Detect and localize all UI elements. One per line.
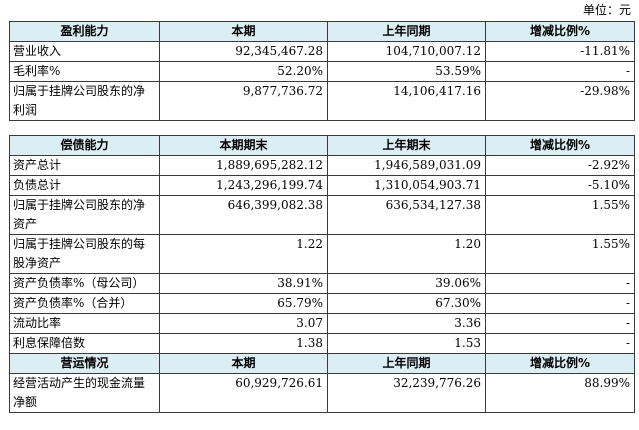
row-label: 资产负债率%（母公司）: [9, 273, 160, 294]
header-cell: 本期期末: [159, 135, 328, 156]
header-cell: 增减比例%: [485, 21, 635, 42]
change-value: -2.92%: [485, 155, 635, 176]
row-label: 归属于挂牌公司股东的净利润: [9, 81, 160, 121]
prior-value: 32,239,776.26: [327, 373, 486, 413]
row-label: 利息保障倍数: [9, 333, 160, 354]
prior-value: 67.30%: [327, 293, 486, 314]
current-value: 38.91%: [159, 273, 328, 294]
header-cell: 营运情况: [9, 353, 160, 374]
prior-value: 1.53: [327, 333, 486, 354]
unit-label: 单位：元: [582, 3, 631, 17]
header-cell: 增减比例%: [485, 353, 635, 374]
change-value: 88.99%: [485, 373, 635, 413]
table-row: 营业收入 92,345,467.28 104,710,007.12 -11.81…: [9, 41, 635, 62]
row-label: 负债总计: [9, 175, 160, 196]
table-row: 资产负债率%（母公司） 38.91% 39.06% -: [9, 273, 635, 294]
table-row: 经营活动产生的现金流量净额 60,929,726.61 32,239,776.2…: [9, 373, 635, 413]
profitability-table: 盈利能力 本期 上年同期 增减比例% 营业收入 92,345,467.28 10…: [9, 21, 635, 121]
current-value: 60,929,726.61: [159, 373, 328, 413]
table-row: 资产负债率%（合并） 65.79% 67.30% -: [9, 293, 635, 314]
current-value: 52.20%: [159, 61, 328, 82]
current-value: 3.07: [159, 313, 328, 334]
table-row: 归属于挂牌公司股东的每股净资产 1.22 1.20 1.55%: [9, 234, 635, 274]
row-label: 毛利率%: [9, 61, 160, 82]
prior-value: 636,534,127.38: [327, 195, 486, 235]
current-value: 9,877,736.72: [159, 81, 328, 121]
table-row: 流动比率 3.07 3.36 -: [9, 313, 635, 334]
row-label: 经营活动产生的现金流量净额: [9, 373, 160, 413]
current-value: 1.38: [159, 333, 328, 354]
table-header-row: 盈利能力 本期 上年同期 增减比例%: [9, 21, 635, 42]
prior-value: 104,710,007.12: [327, 41, 486, 62]
change-value: -5.10%: [485, 175, 635, 196]
table-row: 利息保障倍数 1.38 1.53 -: [9, 333, 635, 354]
change-value: 1.55%: [485, 234, 635, 274]
prior-value: 53.59%: [327, 61, 486, 82]
current-value: 1,889,695,282.12: [159, 155, 328, 176]
change-value: 1.55%: [485, 195, 635, 235]
current-value: 92,345,467.28: [159, 41, 328, 62]
prior-value: 1.20: [327, 234, 486, 274]
table-header-row: 偿债能力 本期期末 上年期末 增减比例%: [9, 135, 635, 156]
prior-value: 1,310,054,903.71: [327, 175, 486, 196]
current-value: 65.79%: [159, 293, 328, 314]
header-cell: 盈利能力: [9, 21, 160, 42]
row-label: 流动比率: [9, 313, 160, 334]
table-row: 毛利率% 52.20% 53.59% -: [9, 61, 635, 82]
prior-value: 1,946,589,031.09: [327, 155, 486, 176]
current-value: 646,399,082.38: [159, 195, 328, 235]
change-value: -: [485, 61, 635, 82]
change-value: -: [485, 313, 635, 334]
change-value: -: [485, 293, 635, 314]
change-value: -: [485, 273, 635, 294]
table-row: 归属于挂牌公司股东的净利润 9,877,736.72 14,106,417.16…: [9, 81, 635, 121]
table-row: 负债总计 1,243,296,199.74 1,310,054,903.71 -…: [9, 175, 635, 196]
change-value: -: [485, 333, 635, 354]
row-label: 资产负债率%（合并）: [9, 293, 160, 314]
operations-header-row: 营运情况 本期 上年同期 增减比例%: [9, 353, 635, 374]
row-label: 营业收入: [9, 41, 160, 62]
current-value: 1.22: [159, 234, 328, 274]
table-row: 资产总计 1,889,695,282.12 1,946,589,031.09 -…: [9, 155, 635, 176]
header-cell: 上年期末: [327, 135, 486, 156]
solvency-table: 偿债能力 本期期末 上年期末 增减比例% 资产总计 1,889,695,282.…: [9, 135, 635, 413]
header-cell: 本期: [159, 353, 328, 374]
change-value: -29.98%: [485, 81, 635, 121]
header-cell: 本期: [159, 21, 328, 42]
table-row: 归属于挂牌公司股东的净资产 646,399,082.38 636,534,127…: [9, 195, 635, 235]
header-cell: 上年同期: [327, 353, 486, 374]
change-value: -11.81%: [485, 41, 635, 62]
header-cell: 增减比例%: [485, 135, 635, 156]
prior-value: 39.06%: [327, 273, 486, 294]
row-label: 归属于挂牌公司股东的每股净资产: [9, 234, 160, 274]
prior-value: 3.36: [327, 313, 486, 334]
header-cell: 上年同期: [327, 21, 486, 42]
row-label: 归属于挂牌公司股东的净资产: [9, 195, 160, 235]
current-value: 1,243,296,199.74: [159, 175, 328, 196]
row-label: 资产总计: [9, 155, 160, 176]
header-cell: 偿债能力: [9, 135, 160, 156]
prior-value: 14,106,417.16: [327, 81, 486, 121]
